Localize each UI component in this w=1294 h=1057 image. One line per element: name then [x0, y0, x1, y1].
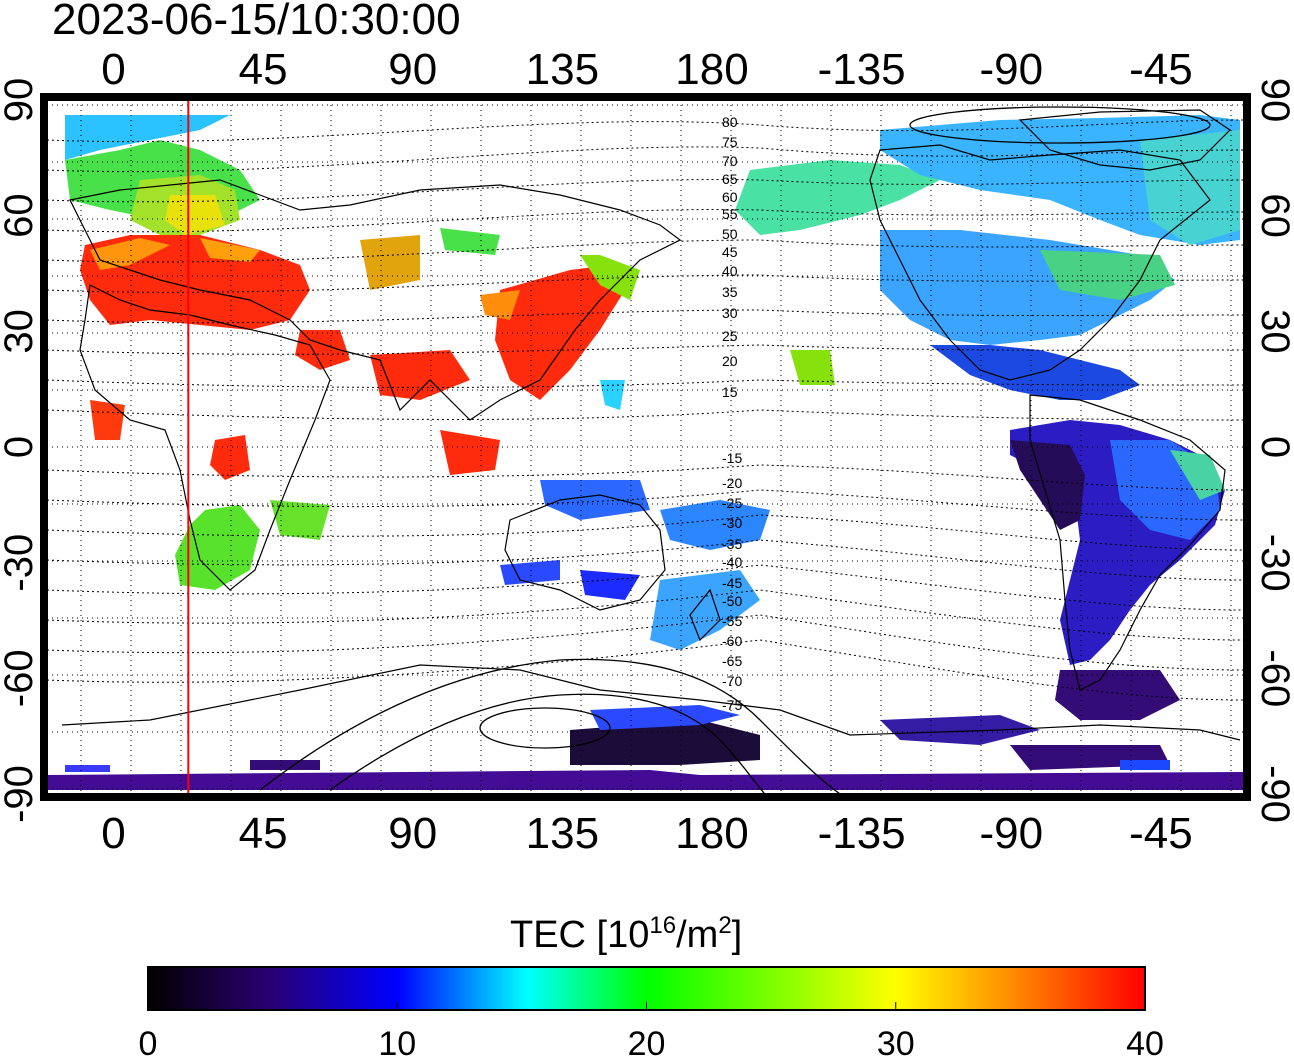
- lon-tick-label: -45: [1129, 809, 1193, 858]
- lon-tick-label: -90: [979, 45, 1043, 94]
- lat-tick-label: 90: [1253, 78, 1294, 123]
- contour-label: 65: [722, 171, 738, 187]
- contour-label: 30: [722, 305, 738, 321]
- colorbar-tick-labels: 0 10 20 30 40: [139, 1002, 1164, 1057]
- lat-tick-label: 0: [0, 436, 41, 458]
- axis-bars: [40, 93, 1251, 801]
- lon-tick-label: 180: [675, 45, 748, 94]
- magnetic-contours: [47, 106, 1244, 794]
- colorbar-title-prefix: TEC [10: [510, 914, 650, 956]
- lon-tick-label: -45: [1129, 45, 1193, 94]
- contour-label: -15: [722, 450, 742, 466]
- lon-tick-label: -90: [979, 809, 1043, 858]
- lat-tick-label: -60: [0, 649, 41, 707]
- contour-label: -55: [722, 613, 742, 629]
- map-title: 2023-06-15/10:30:00: [52, 0, 461, 44]
- contour-label: 40: [722, 263, 738, 279]
- lat-tick-label: -90: [0, 765, 41, 823]
- lat-tick-label: 30: [0, 309, 41, 354]
- contour-label: 70: [722, 153, 738, 169]
- contour-label: -35: [722, 536, 742, 552]
- contour-label: -50: [722, 593, 742, 609]
- contour-label: -20: [722, 475, 742, 491]
- contour-label: -75: [722, 697, 742, 713]
- colorbar-title-unit-exponent: 2: [718, 912, 732, 939]
- lat-tick-label: -30: [1253, 534, 1294, 592]
- lat-tick-label: 90: [0, 78, 41, 123]
- colorbar-title-suffix: ]: [731, 914, 743, 956]
- colorbar-tick-label: 30: [877, 1025, 915, 1057]
- contour-label: 35: [722, 284, 738, 300]
- colorbar-title-exponent: 16: [649, 912, 677, 939]
- lon-tick-labels-bottom: 0 45 90 135 180 -135 -90 -45: [101, 809, 1192, 858]
- contour-label: 60: [722, 189, 738, 205]
- contour-label: 15: [722, 384, 738, 400]
- colorbar-tick-label: 40: [1126, 1025, 1164, 1057]
- contour-label: -25: [722, 495, 742, 511]
- contour-label: 55: [722, 206, 738, 222]
- lat-lon-grid: [47, 100, 1244, 794]
- lon-tick-labels-top: 0 45 90 135 180 -135 -90 -45: [101, 45, 1192, 94]
- lon-tick-label: 45: [239, 45, 288, 94]
- contour-label: 25: [722, 328, 738, 344]
- lat-tick-label: 60: [0, 193, 41, 238]
- lon-tick-label: 90: [388, 45, 437, 94]
- contour-label: -45: [722, 575, 742, 591]
- colorbar-title: TEC [1016/m2]: [510, 904, 742, 957]
- lat-tick-label: 0: [1253, 436, 1294, 458]
- contour-label: 45: [722, 244, 738, 260]
- contour-label: -30: [722, 515, 742, 531]
- coastlines: [61, 109, 1241, 741]
- tec-data-patches: [47, 115, 1244, 790]
- lat-tick-label: -30: [0, 534, 41, 592]
- contour-label: -40: [722, 554, 742, 570]
- lat-tick-labels-right: 90 60 30 0 -30 -60 -90: [1253, 78, 1294, 823]
- contour-label: -65: [722, 653, 742, 669]
- contour-label: -60: [722, 633, 742, 649]
- colorbar-title-unit: /m: [676, 914, 719, 956]
- lon-tick-label: -135: [818, 809, 906, 858]
- contour-label: 75: [722, 134, 738, 150]
- lon-tick-label: 0: [101, 45, 125, 94]
- contour-label: 20: [722, 353, 738, 369]
- lat-tick-label: -60: [1253, 649, 1294, 707]
- colorbar-tick-label: 10: [378, 1025, 416, 1057]
- lon-tick-label: 180: [675, 809, 748, 858]
- lon-tick-label: 90: [388, 809, 437, 858]
- lon-tick-label: 135: [526, 45, 599, 94]
- lon-tick-label: 0: [101, 809, 125, 858]
- lat-tick-labels-left: 90 60 30 0 -30 -60 -90: [0, 78, 41, 823]
- contour-label: 80: [722, 114, 738, 130]
- lon-tick-label: 45: [239, 809, 288, 858]
- contour-label: -70: [722, 673, 742, 689]
- lat-tick-label: 60: [1253, 193, 1294, 238]
- lat-tick-label: -90: [1253, 765, 1294, 823]
- lon-tick-label: 135: [526, 809, 599, 858]
- contour-label: 50: [722, 226, 738, 242]
- colorbar-tick-label: 20: [628, 1025, 666, 1057]
- lat-tick-label: 30: [1253, 309, 1294, 354]
- lon-tick-label: -135: [818, 45, 906, 94]
- colorbar-tick-label: 0: [139, 1025, 158, 1057]
